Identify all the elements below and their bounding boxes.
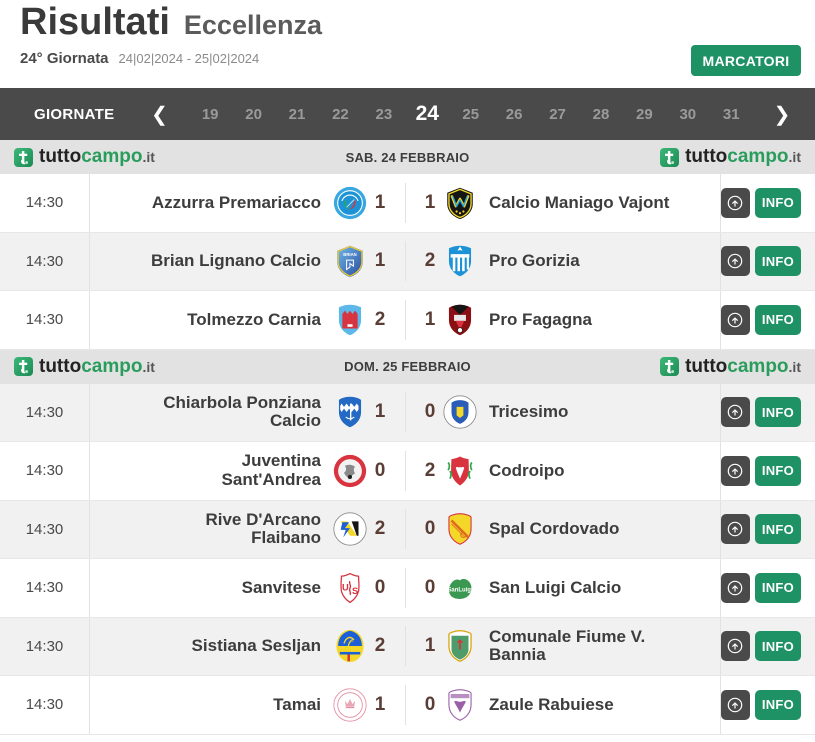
svg-text:U: U xyxy=(342,582,349,592)
svg-text:BRIAN: BRIAN xyxy=(343,252,356,257)
svg-text:S: S xyxy=(352,586,358,596)
svg-text:SanLuigi: SanLuigi xyxy=(447,587,472,593)
